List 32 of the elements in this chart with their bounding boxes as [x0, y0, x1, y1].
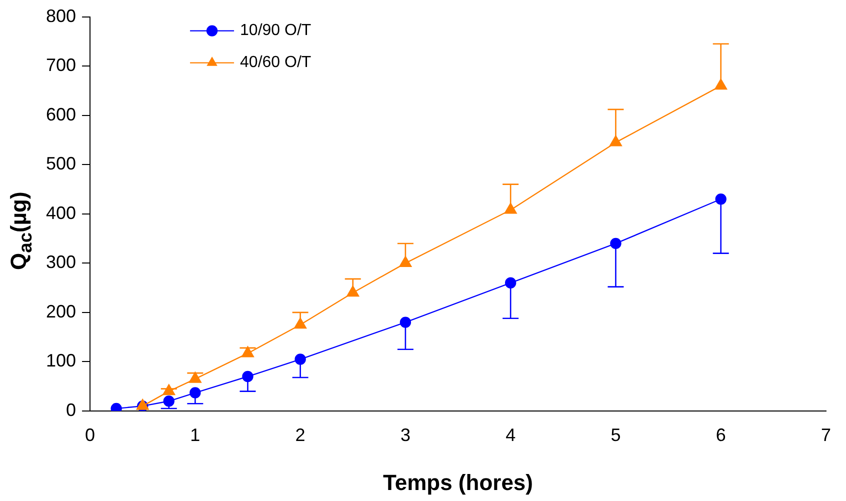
legend-label: 10/90 O/T — [240, 22, 312, 40]
x-tick-label: 2 — [295, 424, 306, 445]
y-tick-label: 200 — [46, 301, 76, 322]
legend-label: 40/60 O/T — [240, 54, 312, 72]
y-tick-label: 100 — [46, 350, 76, 371]
x-tick-label: 6 — [716, 424, 726, 445]
point — [504, 202, 517, 214]
y-tick-label: 600 — [46, 104, 76, 124]
y-tick-label: 700 — [46, 55, 76, 76]
point — [242, 370, 254, 382]
y-tick-label: 0 — [66, 400, 76, 420]
point — [610, 238, 622, 250]
y-tick-label: 300 — [46, 252, 76, 272]
point — [190, 387, 201, 398]
point — [609, 135, 622, 146]
x-tick-label: 1 — [190, 424, 200, 445]
y-tick-label: 500 — [46, 154, 76, 174]
x-tick-label: 5 — [610, 424, 621, 445]
x-axis-title: Temps (hores) — [383, 470, 533, 495]
point — [715, 194, 726, 205]
x-tick-label: 0 — [85, 424, 96, 445]
x-tick-label: 4 — [506, 424, 516, 445]
x-tick-label: 7 — [820, 424, 832, 445]
y-tick-label: 400 — [46, 202, 76, 223]
y-tick-label: 800 — [46, 6, 76, 26]
point — [399, 256, 412, 268]
point — [163, 396, 174, 407]
point — [400, 316, 412, 328]
point — [188, 372, 202, 383]
point — [504, 277, 516, 288]
x-tick-label: 3 — [400, 424, 410, 445]
point — [294, 354, 306, 365]
